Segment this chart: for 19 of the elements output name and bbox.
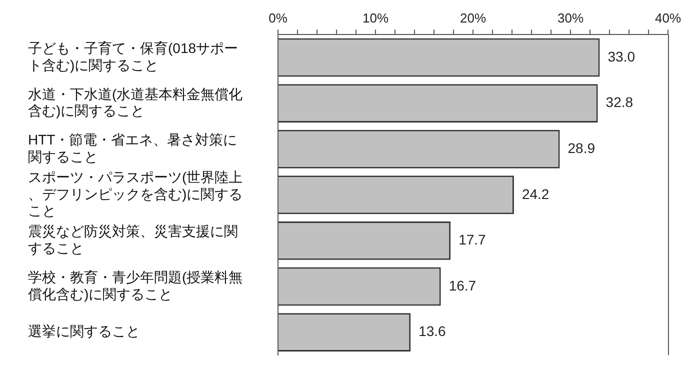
data-label: 17.7 (458, 232, 486, 248)
y-tick-label: 学校・教育・青少年問題(授業料無償化含む)に関すること (28, 268, 243, 302)
y-tick-label: 子ども・子育て・保育(018サポート含む)に関すること (28, 40, 238, 73)
data-label: 32.8 (606, 94, 634, 110)
x-tick-label: 30% (557, 10, 584, 26)
data-label: 24.2 (522, 186, 550, 202)
data-label: 28.9 (568, 140, 596, 156)
y-tick-label: 水道・下水道(水道基本料金無償化含む)に関すること (28, 86, 243, 119)
x-tick-label: 10% (362, 10, 389, 26)
x-tick-label: 0% (268, 10, 288, 26)
data-label: 16.7 (448, 277, 476, 294)
data-label: 13.6 (418, 323, 446, 340)
x-tick-label: 20% (460, 10, 486, 26)
x-tick-label: 40% (654, 10, 682, 26)
y-tick-label: HTT・節電・省エネ、暑さ対策に関すること (28, 132, 238, 164)
y-tick-label: 選挙に関すること (28, 323, 140, 340)
y-tick-label: 震災など防災対策、災害支援に関すること (28, 223, 238, 256)
data-label: 33.0 (608, 48, 636, 64)
y-tick-label: スポーツ・パラスポーツ(世界陸上、デフリンピックを含む)に関すること (28, 168, 243, 219)
